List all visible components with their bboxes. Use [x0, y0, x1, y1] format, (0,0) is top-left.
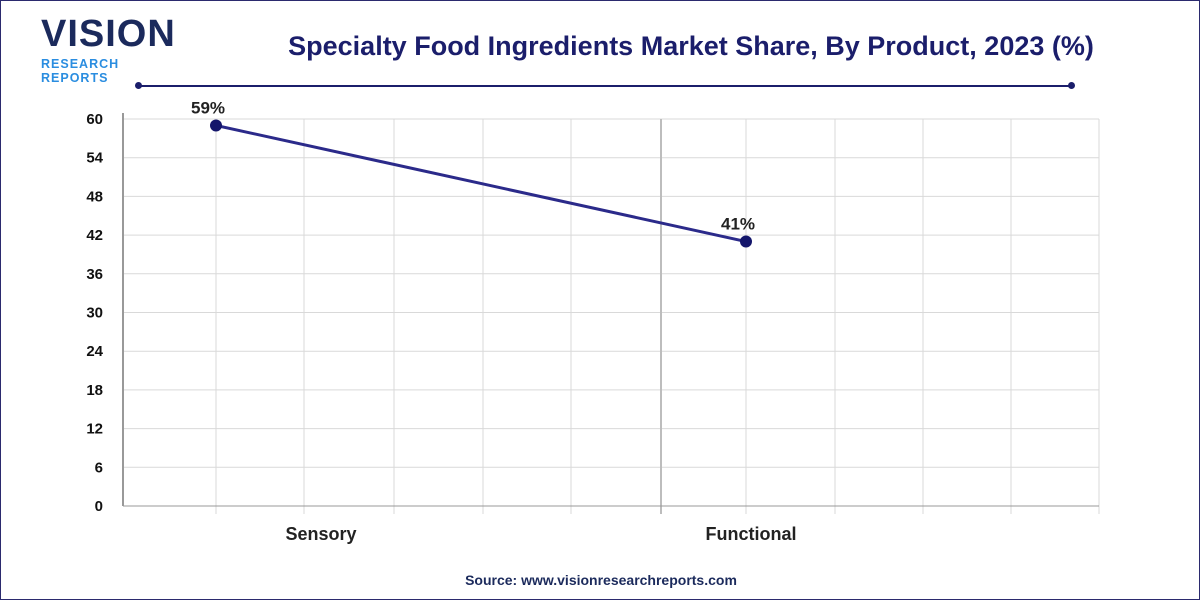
y-tick-label: 54	[86, 150, 103, 167]
data-point	[740, 235, 752, 248]
y-tick-label: 6	[95, 459, 103, 476]
logo: VISION RESEARCH REPORTS	[41, 15, 191, 85]
y-tick-label: 48	[86, 188, 103, 205]
logo-subtext: RESEARCH REPORTS	[41, 57, 120, 85]
data-label: 41%	[721, 215, 755, 234]
y-tick-label: 42	[86, 227, 103, 244]
chart-title: Specialty Food Ingredients Market Share,…	[288, 31, 1094, 61]
y-tick-label: 30	[86, 305, 103, 322]
y-tick-label: 12	[86, 421, 103, 438]
data-label: 59%	[191, 98, 225, 117]
x-tick-label: Functional	[706, 524, 797, 544]
y-tick-label: 36	[86, 266, 103, 283]
y-tick-label: 18	[86, 382, 103, 399]
divider-dot	[135, 82, 142, 89]
y-tick-label: 60	[86, 111, 103, 128]
x-tick-label: Sensory	[285, 524, 356, 544]
title-divider	[138, 85, 1072, 87]
divider-dot	[1068, 82, 1075, 89]
data-point	[210, 119, 222, 132]
series-line	[215, 123, 747, 244]
source-note: Source: www.visionresearchreports.com	[465, 572, 737, 588]
logo-text: VISION	[41, 13, 176, 55]
y-tick-label: 24	[86, 343, 103, 360]
y-tick-label: 0	[95, 498, 103, 515]
